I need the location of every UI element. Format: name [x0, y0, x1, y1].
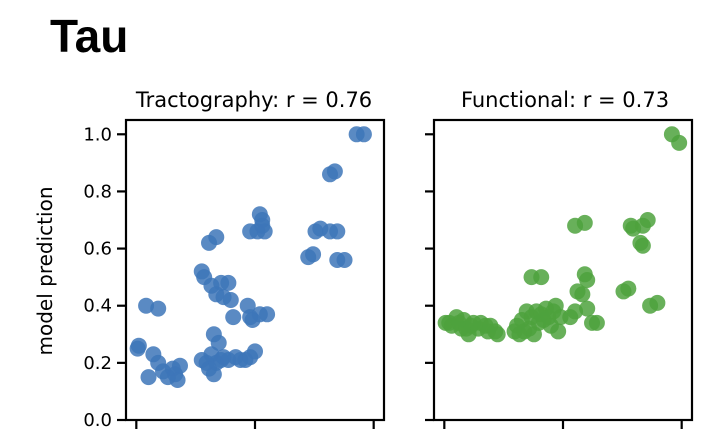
y-tick-label: 0.2	[83, 353, 112, 374]
tractography-point	[150, 300, 167, 317]
tractography-point	[326, 163, 343, 180]
tractography-point	[259, 306, 276, 323]
y-axis-label: model prediction	[33, 187, 57, 356]
functional-plot-frame	[432, 118, 694, 422]
tractography-point	[130, 337, 147, 354]
functional-panel: Functional: r = 0.73	[425, 88, 694, 429]
functional-points	[437, 126, 688, 343]
y-tick-label: 0.4	[83, 296, 112, 317]
functional-point	[620, 280, 637, 297]
functional-point	[579, 272, 596, 288]
tractography-point	[222, 292, 239, 308]
tractography-points	[129, 126, 372, 388]
tractography-panel: Tractography: r = 0.76 0.0 0.2 0.4 0.6 0.8 1.…	[83, 88, 386, 431]
tractography-ticks: 0.0 0.2 0.4 0.6 0.8 1.0	[83, 124, 375, 431]
tractography-point	[171, 357, 188, 374]
tractography-point	[225, 309, 242, 326]
figure-title: Tau	[50, 10, 128, 62]
tractography-point	[256, 223, 273, 240]
functional-point	[489, 326, 506, 343]
functional-point	[576, 214, 593, 231]
functional-point	[634, 237, 651, 254]
functional-point	[639, 212, 656, 228]
tractography-point	[208, 229, 225, 246]
tractography-plot-frame	[124, 118, 386, 422]
functional-ticks	[425, 133, 683, 429]
tractography-point	[210, 334, 227, 351]
y-tick-label: 1.0	[83, 124, 112, 145]
functional-point	[567, 303, 584, 320]
y-tick-label: 0.6	[83, 239, 112, 260]
tractography-point	[305, 246, 322, 263]
tractography-point	[336, 252, 353, 268]
y-tick-label: 0.8	[83, 181, 112, 202]
functional-point	[574, 286, 591, 303]
tractography-point	[220, 274, 237, 291]
tractography-point	[355, 126, 372, 143]
tractography-point	[169, 372, 186, 388]
tractography-point	[140, 369, 157, 386]
functional-point	[649, 294, 666, 311]
functional-panel-title: Functional: r = 0.73	[461, 88, 669, 112]
tractography-panel-title: Tractography: r = 0.76	[135, 88, 372, 112]
functional-point	[550, 323, 567, 340]
y-tick-label: 0.0	[83, 410, 112, 431]
functional-point	[533, 269, 550, 286]
functional-point	[671, 134, 688, 151]
tractography-point	[329, 223, 346, 240]
functional-point	[588, 314, 605, 331]
tractography-point	[247, 343, 263, 360]
functional-point	[579, 300, 596, 317]
tractography-point	[138, 297, 155, 314]
